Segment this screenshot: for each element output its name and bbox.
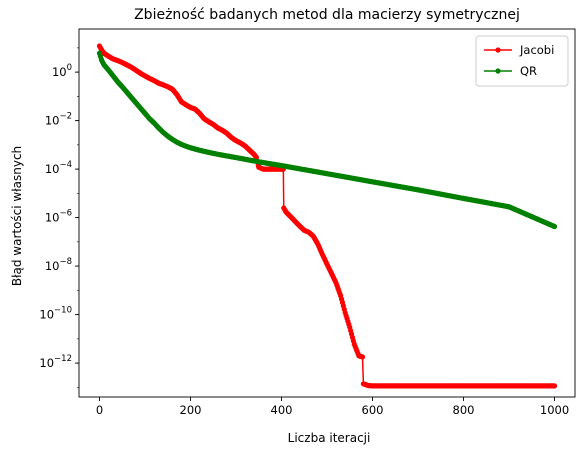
x-tick-label: 200 bbox=[180, 403, 202, 417]
legend-marker bbox=[495, 68, 500, 73]
y-axis-label: Błąd wartości własnych bbox=[10, 146, 24, 286]
y-tick-label: 10−8 bbox=[45, 257, 72, 273]
x-tick-label: 800 bbox=[453, 403, 475, 417]
x-tick-label: 1000 bbox=[540, 403, 569, 417]
legend-marker bbox=[495, 47, 500, 52]
x-tick-label: 0 bbox=[96, 403, 103, 417]
y-tick-label: 10−4 bbox=[45, 160, 72, 176]
y-tick-label: 10−6 bbox=[45, 209, 72, 225]
x-axis-label: Liczba iteracji bbox=[288, 431, 371, 445]
x-tick-label: 600 bbox=[362, 403, 384, 417]
legend-label: QR bbox=[520, 64, 537, 78]
series-jacobi bbox=[97, 43, 557, 388]
data-point bbox=[552, 224, 557, 229]
y-tick-label: 10−2 bbox=[45, 112, 72, 128]
legend-label: Jacobi bbox=[519, 43, 554, 57]
y-tick-label: 10−12 bbox=[39, 354, 72, 370]
data-point bbox=[552, 383, 557, 388]
x-tick-label: 400 bbox=[271, 403, 293, 417]
y-tick-label: 10−10 bbox=[39, 306, 72, 322]
series-layer bbox=[97, 43, 557, 388]
legend: Jacobi QR bbox=[476, 36, 568, 86]
chart-title: Zbieżność badanych metod dla macierzy sy… bbox=[134, 7, 520, 23]
data-point bbox=[360, 354, 365, 359]
series-line bbox=[99, 46, 554, 386]
y-tick-label: 100 bbox=[52, 63, 72, 79]
